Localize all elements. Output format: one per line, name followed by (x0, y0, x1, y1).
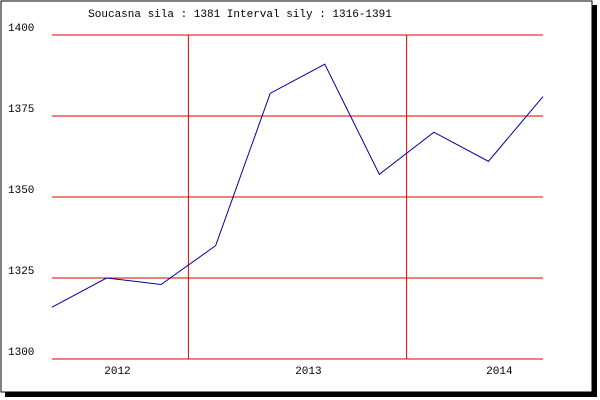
x-tick-label: 2013 (295, 366, 321, 378)
y-tick-label: 1400 (8, 23, 34, 35)
y-tick-label: 1325 (8, 266, 34, 278)
x-tick-label: 2014 (486, 366, 513, 378)
x-tick-label: 2012 (104, 366, 130, 378)
line (51, 63, 544, 308)
y-tick-label: 1300 (8, 347, 34, 359)
chart-title: Soucasna sila : 1381 Interval sily : 131… (88, 9, 392, 21)
y-tick-label: 1350 (8, 185, 34, 197)
y-tick-label: 1375 (8, 104, 34, 116)
